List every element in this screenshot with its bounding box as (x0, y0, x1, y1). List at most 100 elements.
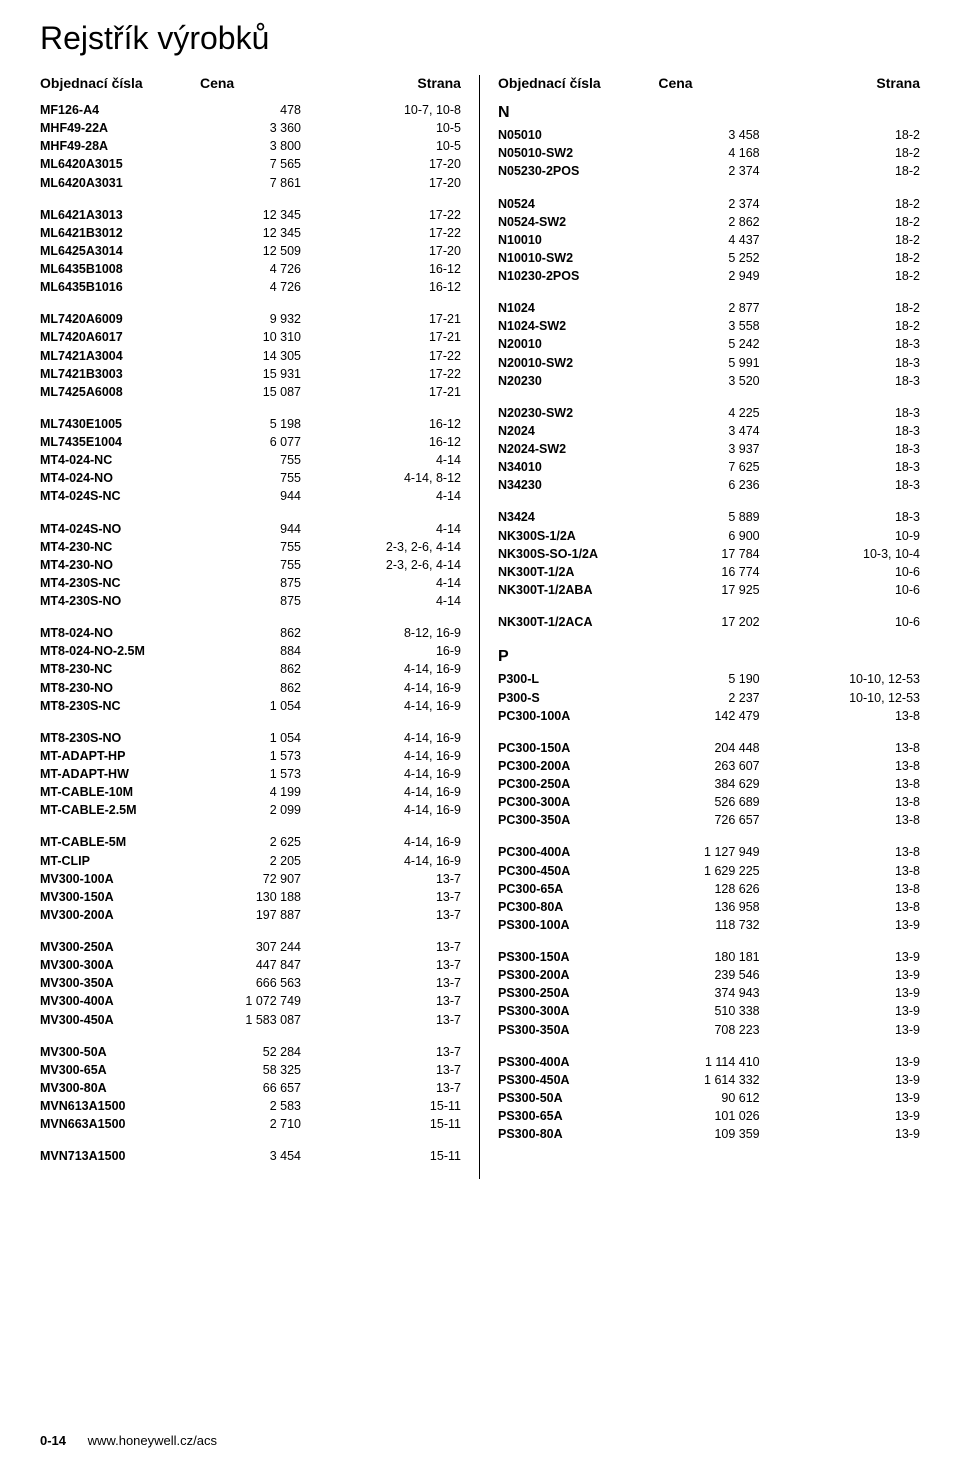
table-row: PS300-250A374 94313-9 (498, 984, 920, 1002)
table-group: MT8-024-NO8628-12, 16-9MT8-024-NO-2.5M88… (40, 624, 461, 715)
cell-price: 263 607 (658, 757, 759, 775)
cell-page: 13-9 (760, 1021, 920, 1039)
cell-page: 18-2 (760, 126, 920, 144)
table-row: N05230-2POS2 37418-2 (498, 162, 920, 180)
group-title: N (498, 101, 920, 124)
cell-page: 13-9 (760, 984, 920, 1002)
cell-price: 4 199 (200, 783, 301, 801)
table-row: MVN713A15003 45415-11 (40, 1147, 461, 1165)
cell-price: 307 244 (200, 938, 301, 956)
cell-code: N05010-SW2 (498, 144, 658, 162)
cell-price: 6 236 (658, 476, 759, 494)
table-group: MT8-230S-NO1 0544-14, 16-9MT-ADAPT-HP1 5… (40, 729, 461, 820)
cell-page: 13-9 (760, 1071, 920, 1089)
cell-code: ML7435E1004 (40, 433, 200, 451)
cell-page: 18-3 (760, 372, 920, 390)
table-row: MT4-024S-NO9444-14 (40, 520, 461, 538)
cell-code: PS300-200A (498, 966, 658, 984)
table-row: PC300-100A142 47913-8 (498, 707, 920, 725)
cell-page: 18-3 (760, 404, 920, 422)
cell-code: MT4-230-NC (40, 538, 200, 556)
table-row: ML7421A300414 30517-22 (40, 347, 461, 365)
cell-price: 17 925 (658, 581, 759, 599)
cell-price: 17 784 (658, 545, 759, 563)
cell-code: PS300-350A (498, 1021, 658, 1039)
table-row: P300-S2 23710-10, 12-53 (498, 689, 920, 707)
cell-code: MT8-230-NC (40, 660, 200, 678)
table-row: MT4-024-NC7554-14 (40, 451, 461, 469)
cell-code: ML6420A3031 (40, 174, 200, 192)
cell-price: 2 205 (200, 852, 301, 870)
table-row: PS300-80A109 35913-9 (498, 1125, 920, 1143)
cell-code: PS300-250A (498, 984, 658, 1002)
cell-page: 13-7 (301, 888, 461, 906)
cell-page: 4-14, 16-9 (301, 679, 461, 697)
cell-page: 17-21 (301, 383, 461, 401)
table-row: MV300-80A66 65713-7 (40, 1079, 461, 1097)
cell-code: MT4-024-NC (40, 451, 200, 469)
cell-code: PC300-65A (498, 880, 658, 898)
cell-page: 13-9 (760, 916, 920, 934)
cell-code: ML6435B1016 (40, 278, 200, 296)
table-group: NN050103 45818-2N05010-SW24 16818-2N0523… (498, 101, 920, 181)
cell-page: 13-8 (760, 775, 920, 793)
cell-code: PS300-65A (498, 1107, 658, 1125)
table-row: ML7421B300315 93117-22 (40, 365, 461, 383)
table-row: MVN663A15002 71015-11 (40, 1115, 461, 1133)
cell-page: 15-11 (301, 1097, 461, 1115)
cell-price: 16 774 (658, 563, 759, 581)
table-row: MT-ADAPT-HP1 5734-14, 16-9 (40, 747, 461, 765)
cell-code: PC300-100A (498, 707, 658, 725)
table-row: MT8-230-NO8624-14, 16-9 (40, 679, 461, 697)
cell-code: PS300-80A (498, 1125, 658, 1143)
cell-code: ML7425A6008 (40, 383, 200, 401)
cell-page: 13-9 (760, 948, 920, 966)
cell-price: 1 629 225 (658, 862, 759, 880)
cell-price: 2 374 (658, 195, 759, 213)
table-row: PS300-200A239 54613-9 (498, 966, 920, 984)
cell-page: 18-2 (760, 299, 920, 317)
cell-page: 13-8 (760, 757, 920, 775)
cell-code: MT-CABLE-10M (40, 783, 200, 801)
cell-page: 13-7 (301, 870, 461, 888)
table-row: MVN613A15002 58315-11 (40, 1097, 461, 1115)
cell-code: N2024 (498, 422, 658, 440)
table-row: N200105 24218-3 (498, 335, 920, 353)
cell-price: 526 689 (658, 793, 759, 811)
table-row: N20230-SW24 22518-3 (498, 404, 920, 422)
table-row: P300-L5 19010-10, 12-53 (498, 670, 920, 688)
cell-price: 7 625 (658, 458, 759, 476)
cell-price: 1 583 087 (200, 1011, 301, 1029)
cell-price: 15 931 (200, 365, 301, 383)
cell-code: MT4-024S-NO (40, 520, 200, 538)
cell-price: 14 305 (200, 347, 301, 365)
cell-code: N1024-SW2 (498, 317, 658, 335)
cell-page: 10-9 (760, 527, 920, 545)
cell-page: 17-22 (301, 224, 461, 242)
table-group: ML7420A60099 93217-21ML7420A601710 31017… (40, 310, 461, 401)
cell-code: MVN663A1500 (40, 1115, 200, 1133)
table-row: N340107 62518-3 (498, 458, 920, 476)
cell-price: 3 800 (200, 137, 301, 155)
cell-code: MV300-65A (40, 1061, 200, 1079)
table-group: N10242 87718-2N1024-SW23 55818-2N200105 … (498, 299, 920, 390)
cell-page: 15-11 (301, 1115, 461, 1133)
cell-price: 3 937 (658, 440, 759, 458)
table-row: PS300-50A90 61213-9 (498, 1089, 920, 1107)
cell-price: 58 325 (200, 1061, 301, 1079)
columns-wrapper: Objednací čísla Cena Strana MF126-A44781… (40, 75, 920, 1179)
cell-page: 18-3 (760, 354, 920, 372)
table-row: MV300-300A447 84713-7 (40, 956, 461, 974)
table-row: MF126-A447810-7, 10-8 (40, 101, 461, 119)
cell-price: 2 862 (658, 213, 759, 231)
cell-page: 4-14 (301, 520, 461, 538)
cell-page: 17-22 (301, 206, 461, 224)
table-row: PS300-150A180 18113-9 (498, 948, 920, 966)
cell-code: MT4-230S-NO (40, 592, 200, 610)
cell-code: N1024 (498, 299, 658, 317)
cell-price: 3 454 (200, 1147, 301, 1165)
cell-code: ML6421A3013 (40, 206, 200, 224)
table-row: MV300-450A1 583 08713-7 (40, 1011, 461, 1029)
cell-code: N20010-SW2 (498, 354, 658, 372)
table-group: N20230-SW24 22518-3N20243 47418-3N2024-S… (498, 404, 920, 495)
